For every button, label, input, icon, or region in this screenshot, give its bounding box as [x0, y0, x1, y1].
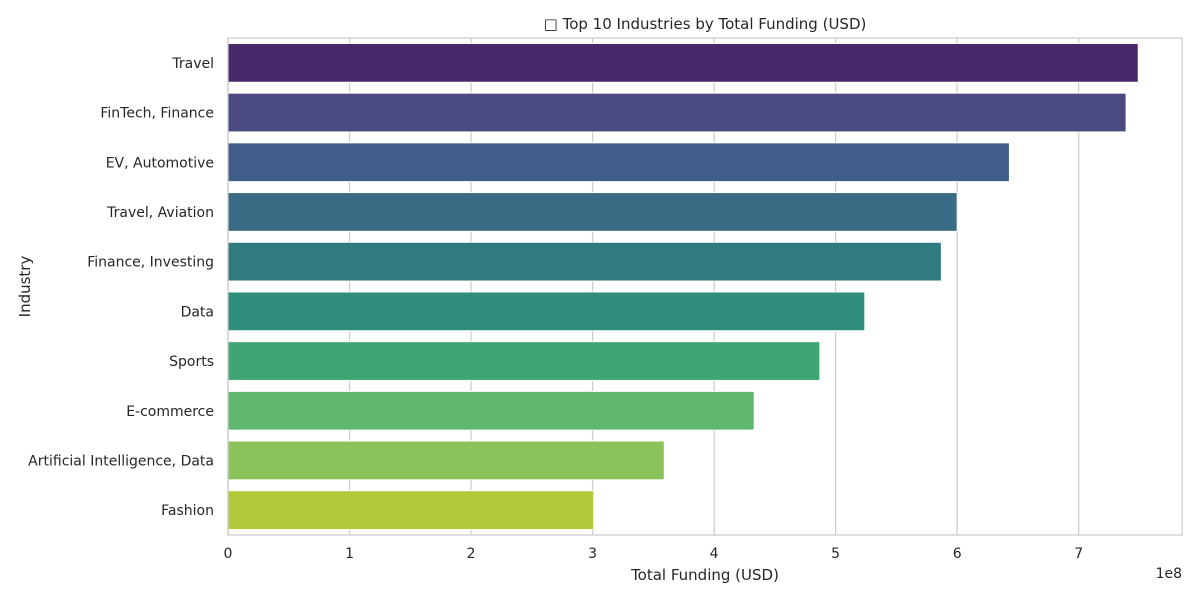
x-tick-label: 0 — [224, 546, 233, 562]
y-tick-label: Finance, Investing — [87, 255, 214, 271]
bar — [227, 241, 942, 282]
bar — [227, 390, 755, 431]
x-axis-offset-label: 1e8 — [1156, 566, 1182, 582]
y-tick-label: Artificial Intelligence, Data — [28, 453, 214, 469]
bar — [227, 440, 665, 481]
y-tick-label: Data — [181, 304, 214, 320]
x-tick-label: 7 — [1074, 546, 1083, 562]
x-tick-label: 1 — [345, 546, 354, 562]
bar — [227, 92, 1127, 133]
y-tick-label: Sports — [169, 354, 214, 370]
x-tick-label: 5 — [831, 546, 840, 562]
y-tick-labels: Travel FinTech, Finance EV, Automotive Trav… — [28, 56, 214, 519]
y-axis-label: Industry — [16, 256, 34, 318]
bar — [227, 142, 1010, 183]
y-tick-label: Travel, Aviation — [106, 205, 214, 221]
bar — [227, 192, 958, 232]
bar — [227, 291, 866, 332]
y-tick-label: FinTech, Finance — [100, 106, 214, 122]
x-tick-labels: 0 1 2 3 4 5 6 7 — [224, 546, 1084, 562]
bar — [227, 341, 821, 381]
y-tick-label: EV, Automotive — [106, 155, 214, 171]
y-tick-label: E-commerce — [126, 404, 214, 420]
bar — [227, 42, 1139, 83]
x-axis-label: Total Funding (USD) — [630, 566, 779, 584]
plot-frame — [227, 37, 1183, 536]
bars — [227, 42, 1139, 531]
x-tick-label: 4 — [710, 546, 719, 562]
y-tick-label: Travel — [171, 56, 214, 72]
chart-title: □ Top 10 Industries by Total Funding (US… — [544, 15, 867, 33]
y-tick-label: Fashion — [161, 503, 214, 519]
x-tick-label: 6 — [953, 546, 962, 562]
x-tick-label: 2 — [467, 546, 476, 562]
x-tick-label: 3 — [588, 546, 597, 562]
bar — [227, 490, 595, 531]
